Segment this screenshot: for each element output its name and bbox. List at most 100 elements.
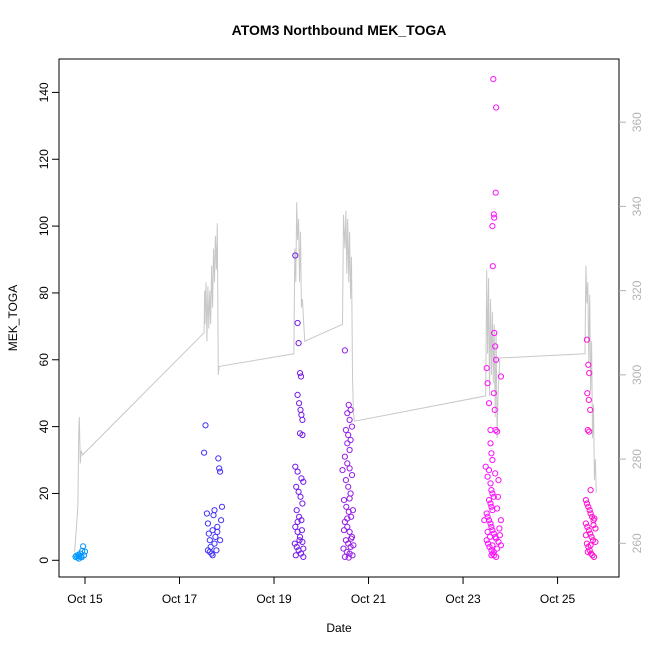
- x-tick-label: Oct 19: [256, 592, 292, 606]
- data-point: [294, 518, 301, 526]
- data-point: [346, 528, 353, 536]
- data-point: [204, 547, 211, 554]
- data-point: [345, 483, 352, 490]
- data-point: [589, 552, 596, 559]
- data-point: [489, 223, 496, 230]
- data-point: [204, 520, 211, 527]
- data-point: [497, 517, 504, 524]
- data-point: [490, 390, 497, 397]
- data-point: [495, 477, 502, 484]
- data-point: [586, 507, 593, 514]
- data-point: [591, 515, 598, 522]
- data-point: [80, 543, 87, 550]
- data-point: [294, 319, 301, 327]
- data-point: [586, 370, 593, 377]
- data-point: [295, 488, 302, 495]
- data-point: [587, 406, 594, 413]
- data-point: [297, 493, 304, 500]
- data-point: [296, 370, 304, 377]
- y-tick-label: 0: [37, 557, 51, 564]
- data-point: [341, 553, 348, 561]
- data-point: [218, 517, 225, 524]
- data-point: [342, 477, 349, 484]
- data-point: [585, 503, 592, 510]
- data-point: [300, 478, 307, 485]
- data-point: [492, 426, 499, 434]
- data-point: [299, 416, 306, 423]
- data-point: [481, 517, 488, 524]
- data-point: [203, 510, 210, 517]
- data-point: [484, 528, 491, 536]
- data-point: [348, 472, 356, 479]
- data-point: [483, 510, 490, 517]
- data-point: [484, 473, 491, 480]
- data-point: [488, 487, 495, 494]
- data-point: [494, 505, 501, 512]
- data-point: [214, 523, 221, 531]
- y2-tick-label: 340: [630, 196, 644, 216]
- data-point: [293, 483, 300, 490]
- data-point: [490, 211, 497, 218]
- data-point: [215, 455, 222, 462]
- data-point: [346, 465, 353, 472]
- data-point: [291, 540, 298, 547]
- y2-tick-label: 320: [630, 280, 644, 300]
- data-point: [497, 542, 504, 549]
- data-point: [488, 450, 495, 457]
- data-point: [341, 453, 348, 460]
- data-point: [293, 507, 300, 514]
- y-tick-label: 20: [37, 486, 51, 500]
- data-point: [300, 545, 307, 552]
- y-axis: 0 20 40 60 80 100 120 140: [37, 82, 59, 564]
- data-point: [216, 465, 223, 472]
- data-point: [78, 554, 85, 561]
- chart-title: ATOM3 Northbound MEK_TOGA: [232, 22, 447, 38]
- data-point: [497, 373, 504, 380]
- data-point: [340, 527, 348, 534]
- data-point: [582, 497, 590, 504]
- data-point: [206, 537, 213, 544]
- data-point: [494, 493, 502, 500]
- data-point: [488, 503, 495, 510]
- y2-tick-label: 300: [630, 365, 644, 385]
- x-axis-label: Date: [326, 621, 352, 635]
- y-tick-label: 80: [37, 286, 51, 300]
- data-point: [344, 460, 351, 467]
- data-point: [299, 500, 306, 507]
- x-tick-label: Oct 25: [540, 592, 576, 606]
- data-point: [592, 538, 599, 546]
- data-point: [585, 527, 592, 534]
- data-point: [210, 512, 217, 519]
- data-point: [494, 428, 501, 435]
- data-point: [75, 555, 82, 562]
- data-point: [298, 517, 305, 524]
- data-point: [490, 76, 497, 83]
- data-point: [349, 507, 356, 514]
- data-point: [294, 391, 301, 398]
- y-tick-label: 40: [37, 420, 51, 434]
- y2-axis: 260 280 300 320 340 360: [619, 112, 644, 553]
- x-axis: Oct 15 Oct 17 Oct 19 Oct 21 Oct 23 Oct 25: [67, 577, 576, 606]
- data-point: [582, 520, 590, 527]
- data-point: [217, 468, 224, 475]
- data-point: [584, 426, 591, 434]
- data-point: [217, 537, 224, 544]
- data-point: [592, 525, 599, 532]
- data-point: [491, 406, 498, 413]
- data-point: [489, 263, 496, 270]
- data-point: [295, 340, 302, 347]
- data-point: [201, 449, 208, 456]
- data-point: [211, 507, 218, 514]
- data-point: [341, 347, 348, 354]
- data-point: [487, 500, 494, 507]
- y-tick-label: 60: [37, 353, 51, 367]
- data-point: [347, 490, 354, 497]
- data-point: [590, 553, 598, 561]
- data-point: [491, 329, 498, 337]
- data-point: [342, 426, 349, 434]
- data-point: [298, 411, 305, 418]
- data-point: [485, 497, 493, 504]
- data-point: [487, 426, 494, 434]
- y-axis-label: MEK_TOGA: [6, 285, 20, 351]
- data-point: [489, 490, 496, 497]
